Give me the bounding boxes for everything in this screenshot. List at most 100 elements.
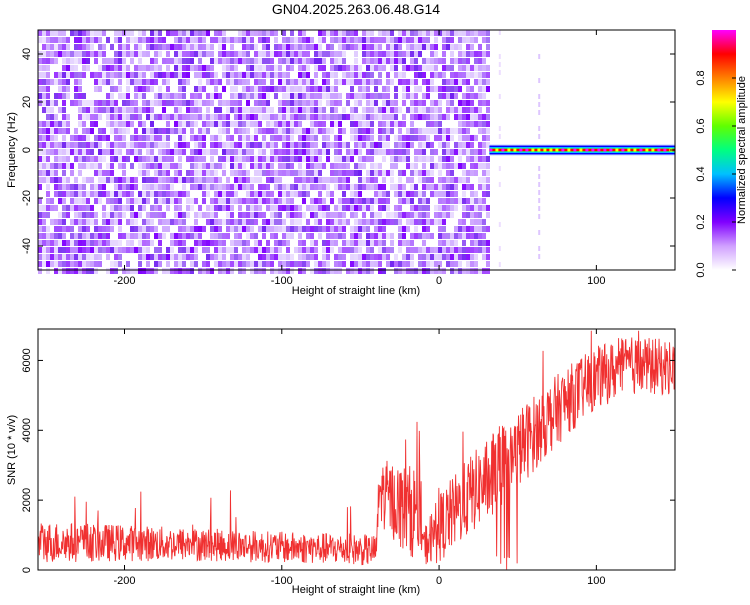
spectrogram-cell [82, 184, 86, 190]
spectrogram-cell [178, 121, 182, 127]
spectrogram-cell [102, 72, 106, 78]
spectrogram-cell [86, 226, 90, 232]
spectrogram-cell [298, 184, 302, 190]
spectrogram-cell [110, 205, 114, 211]
spectrogram-cell [470, 268, 474, 274]
spectrogram-cell [294, 247, 298, 253]
spectrogram-cell [482, 128, 486, 134]
spectrogram-cell [194, 142, 198, 148]
spectrogram-cell [110, 261, 114, 267]
spectrogram-cell [38, 261, 42, 267]
spectrogram-cell [338, 177, 342, 183]
spectrogram-cell [86, 247, 90, 253]
spectrogram-cell [182, 240, 186, 246]
spectrogram-cell [310, 226, 314, 232]
spectrogram-cell [394, 44, 398, 50]
spectrogram-cell [226, 198, 230, 204]
spectrogram-cell [454, 268, 458, 274]
spectrogram-cell [62, 121, 66, 127]
spectrogram-cell [378, 58, 382, 64]
signal-band-speckle [555, 148, 559, 152]
spectrogram-cell [118, 226, 122, 232]
spectrogram-cell [42, 100, 46, 106]
spectrogram-cell [46, 163, 50, 169]
spectrogram-cell [330, 51, 334, 57]
spectrogram-y-tick-label: -40 [21, 238, 33, 254]
spectrogram-cell [474, 93, 478, 99]
spectrogram-cell [358, 191, 362, 197]
spectrogram-streak [538, 78, 541, 83]
spectrogram-cell [66, 79, 70, 85]
spectrogram-cell [302, 114, 306, 120]
spectrogram-cell [122, 191, 126, 197]
spectrogram-cell [106, 219, 110, 225]
spectrogram-cell [282, 107, 286, 113]
spectrogram-cell [238, 37, 242, 43]
spectrogram-cell [322, 128, 326, 134]
spectrogram-cell [70, 170, 74, 176]
spectrogram-cell [82, 65, 86, 71]
spectrogram-cell [486, 86, 490, 92]
spectrogram-cell [58, 163, 62, 169]
spectrogram-cell [442, 177, 446, 183]
spectrogram-cell [270, 226, 274, 232]
spectrogram-cell [390, 233, 394, 239]
spectrogram-cell [142, 191, 146, 197]
spectrogram-cell [138, 37, 142, 43]
spectrogram-cell [138, 254, 142, 260]
spectrogram-cell [66, 128, 70, 134]
spectrogram-streak [538, 254, 541, 259]
spectrogram-cell [274, 149, 278, 155]
spectrogram-cell [370, 254, 374, 260]
spectrogram-cell [454, 58, 458, 64]
spectrogram-cell [350, 233, 354, 239]
spectrogram-cell [442, 198, 446, 204]
spectrogram-cell [110, 170, 114, 176]
spectrogram-cell [410, 107, 414, 113]
spectrogram-cell [318, 37, 322, 43]
spectrogram-cell [210, 142, 214, 148]
spectrogram-cell [134, 51, 138, 57]
spectrogram-cell [458, 149, 462, 155]
spectrogram-cell [210, 93, 214, 99]
spectrogram-cell [174, 212, 178, 218]
spectrogram-cell [150, 114, 154, 120]
spectrogram-cell [378, 254, 382, 260]
spectrogram-cell [58, 51, 62, 57]
spectrogram-cell [366, 30, 370, 36]
spectrogram-cell [398, 156, 402, 162]
spectrogram-cell [134, 156, 138, 162]
spectrogram-cell [410, 184, 414, 190]
spectrogram-cell [334, 219, 338, 225]
spectrogram-cell [222, 58, 226, 64]
spectrogram-cell [230, 72, 234, 78]
spectrogram-cell [286, 135, 290, 141]
spectrogram-cell [330, 170, 334, 176]
spectrogram-cell [114, 177, 118, 183]
spectrogram-cell [394, 51, 398, 57]
spectrogram-cell [306, 135, 310, 141]
spectrogram-cell [358, 261, 362, 267]
spectrogram-cell [294, 121, 298, 127]
spectrogram-cell [246, 86, 250, 92]
spectrogram-cell [406, 51, 410, 57]
spectrogram-cell [430, 121, 434, 127]
spectrogram-cell [218, 128, 222, 134]
spectrogram-cell [90, 261, 94, 267]
spectrogram-cell [338, 219, 342, 225]
spectrogram-cell [394, 163, 398, 169]
spectrogram-cell [286, 191, 290, 197]
spectrogram-cell [298, 93, 302, 99]
spectrogram-cell [390, 261, 394, 267]
spectrogram-cell [46, 37, 50, 43]
spectrogram-cell [118, 198, 122, 204]
spectrogram-cell [394, 135, 398, 141]
spectrogram-cell [62, 240, 66, 246]
spectrogram-cell [438, 58, 442, 64]
spectrogram-cell [138, 107, 142, 113]
spectrogram-cell [274, 254, 278, 260]
signal-band-speckle [585, 148, 589, 152]
spectrogram-cell [110, 107, 114, 113]
spectrogram-cell [350, 128, 354, 134]
spectrogram-cell [42, 121, 46, 127]
